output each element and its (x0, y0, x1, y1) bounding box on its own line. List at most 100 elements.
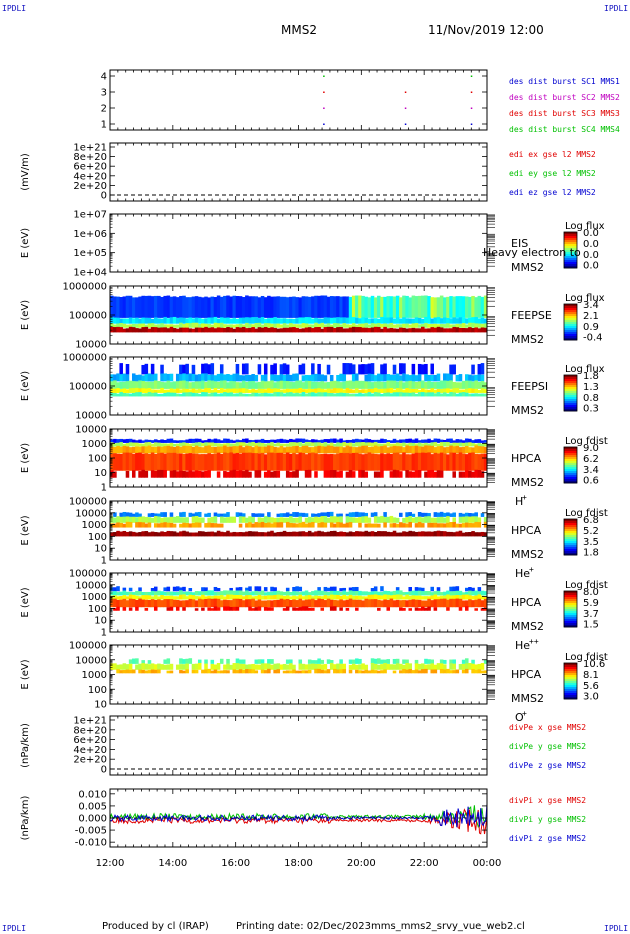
hpca-h-cell (471, 443, 475, 447)
hpca-he-cell (191, 523, 196, 528)
feepse-cell (144, 326, 149, 333)
hpca-hepp-cell (449, 586, 453, 592)
hpca-hepp-cell (389, 595, 394, 600)
hpca-hepp-cell (421, 600, 425, 608)
hpca-h-cell (370, 442, 375, 447)
hpca-o-cell (185, 669, 189, 674)
feepse-cell (194, 322, 199, 328)
hpca-he-cell (361, 512, 365, 517)
hpca-h-cell (377, 471, 381, 478)
hpca-o-cell (477, 669, 482, 674)
feepsi-cell (323, 375, 328, 382)
hpca-hepp-cell (204, 596, 208, 600)
hpca-hepp-cell (260, 600, 265, 608)
feepsi-cell (238, 388, 243, 393)
feepsi-cell (185, 363, 189, 375)
hpca-he-cell (160, 522, 164, 528)
hpca-h-cell (430, 440, 434, 443)
hpca-o-cell (160, 664, 164, 670)
hpca-h-cell (370, 439, 375, 443)
hpca-hepp-colorbar-tick: 8.0 (583, 587, 599, 598)
hpca-he-cell (483, 517, 488, 523)
feepse-ytick-label: 1000000 (62, 282, 107, 293)
hpca-o-cell (430, 659, 434, 664)
hpca-he-cell (257, 532, 262, 537)
hpca-hepp-cell (235, 587, 240, 592)
hpca-o-cell (116, 664, 120, 670)
feepsi-cell (311, 392, 315, 397)
hpca-hepp-cell (128, 587, 133, 592)
hpca-h-cell (182, 453, 186, 471)
feepsi-cell (219, 364, 224, 375)
hpca-h-cell (461, 453, 466, 471)
feepse-cell (160, 296, 164, 318)
hpca-h-cell (295, 438, 299, 443)
hpca-h-cell (169, 470, 174, 478)
hpca-he-cell (131, 516, 136, 523)
hpca-o-cell (342, 663, 347, 670)
feepse-colorbar-swatch (564, 332, 577, 335)
hpca-h-cell (169, 442, 174, 447)
feepse-cell (232, 328, 237, 333)
hpca-he-cell (232, 516, 237, 523)
hpca-h-cell (367, 442, 372, 447)
hpca-hepp-colorbar-swatch (564, 591, 577, 594)
hpca-he-cell (295, 531, 299, 537)
hpca-h-cell (351, 446, 356, 454)
hpca-o-colorbar-swatch (564, 679, 577, 682)
hpca-he-cell (219, 523, 224, 528)
hpca-h-cell (386, 447, 391, 454)
feepse-cell (254, 296, 259, 318)
hpca-he-cell (119, 522, 123, 528)
hpca-he-cell (147, 513, 152, 517)
feepsi-cell (204, 388, 208, 393)
hpca-o-cell (204, 663, 208, 670)
hpca-he-cell (443, 523, 447, 528)
feepse-cell (216, 327, 221, 333)
feepsi-cell (232, 373, 237, 382)
hpca-hepp-cell (436, 590, 441, 596)
feepsi-cell (411, 374, 416, 382)
feepse-cell (417, 328, 422, 333)
hpca-o-cell (461, 659, 466, 664)
hpca-o-cell (320, 659, 325, 664)
hpca-hepp-cell (355, 591, 359, 596)
hpca-hepp-cell (226, 590, 230, 596)
hpca-he-cell (443, 517, 447, 523)
hpca-hepp-cell (201, 587, 205, 592)
hpca-hepp-cell (235, 606, 240, 611)
hpca-hepp-cell (138, 596, 142, 600)
hpca-he-cell (351, 517, 356, 523)
hpca-h-cell (377, 454, 381, 471)
feepsi-cell (219, 380, 224, 389)
feepsi-cell (304, 375, 309, 382)
hpca-he-cell (323, 515, 328, 523)
hpca-he-cell (355, 511, 359, 517)
edi-ytick-label: 8e+20 (73, 152, 107, 163)
hpca-he-cell (276, 522, 281, 528)
hpca-he-cell (433, 522, 438, 528)
hpca-h-colorbar-swatch (564, 447, 577, 450)
feepse-cell (251, 296, 255, 318)
hpca-hepp-cell (483, 591, 488, 596)
hpca-h-cell (408, 438, 412, 443)
feepse-cell (163, 316, 167, 324)
feepse-cell (157, 295, 161, 318)
feepse-cell (345, 296, 350, 318)
hpca-hepp-cell (216, 588, 221, 592)
hpca-o-cell (370, 658, 375, 664)
feepse-cell (260, 295, 265, 318)
feepse-cell (204, 296, 208, 318)
hpca-he-cell (179, 523, 183, 528)
hpca-o-cell (191, 663, 196, 670)
hpca-hepp-panel (109, 572, 578, 633)
hpca-hepp-cell (172, 596, 177, 600)
feepsi-colorbar-swatch (564, 389, 577, 392)
hpca-hepp-cell (317, 587, 321, 592)
hpca-hepp-cell (201, 599, 205, 608)
feepsi-colorbar-swatch (564, 381, 577, 384)
hpca-hepp-cell (311, 591, 315, 596)
hpca-o-colorbar-swatch (564, 665, 577, 668)
feepsi-cell (157, 389, 161, 393)
hpca-h-cell (386, 440, 391, 443)
